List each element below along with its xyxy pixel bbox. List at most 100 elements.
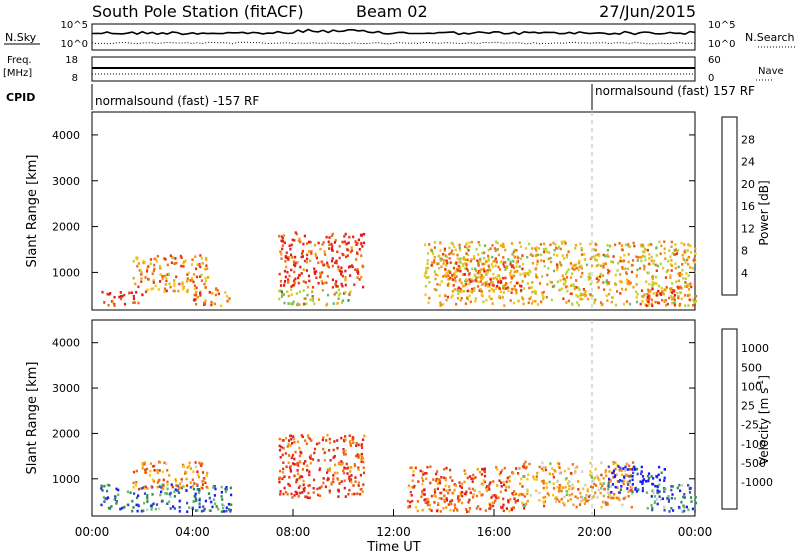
heatmap-cell: [686, 258, 689, 262]
heatmap-cell: [186, 290, 189, 293]
nave-label: Nave: [758, 66, 784, 77]
heatmap-cell: [223, 510, 226, 513]
heatmap-cell: [279, 284, 283, 287]
heatmap-cell: [567, 268, 570, 271]
heatmap-cell: [624, 465, 627, 469]
heatmap-cell: [343, 453, 346, 456]
heatmap-cell: [607, 491, 610, 494]
heatmap-cell: [640, 472, 643, 476]
heatmap-cell: [503, 265, 506, 268]
heatmap-cell: [464, 267, 467, 270]
heatmap-cell: [356, 268, 359, 271]
heatmap-cell: [522, 493, 525, 497]
heatmap-cell: [542, 486, 545, 490]
heatmap-cell: [559, 279, 562, 282]
heatmap-cell: [566, 285, 569, 288]
heatmap-cell: [293, 463, 296, 466]
heatmap-cell: [203, 507, 206, 511]
heatmap-cell: [343, 292, 346, 295]
heatmap-cell: [294, 255, 297, 259]
heatmap-cell: [355, 258, 358, 261]
heatmap-cell: [135, 469, 138, 473]
heatmap-cell: [581, 297, 584, 301]
heatmap-cell: [279, 289, 282, 293]
heatmap-cell: [298, 491, 301, 495]
heatmap-cell: [627, 260, 630, 264]
heatmap-cell: [502, 286, 505, 290]
heatmap-cell: [648, 242, 652, 246]
heatmap-cell: [349, 250, 352, 254]
heatmap-cell: [303, 489, 306, 493]
heatmap-cell: [329, 459, 332, 462]
heatmap-cell: [197, 491, 200, 495]
heatmap-cell: [446, 283, 449, 286]
heatmap-cell: [304, 297, 307, 300]
heatmap-cell: [590, 475, 593, 478]
heatmap-cell: [515, 281, 518, 285]
heatmap-cell: [307, 240, 311, 244]
heatmap-cell: [496, 484, 499, 487]
heatmap-cell: [524, 460, 527, 464]
heatmap-cell: [157, 288, 160, 291]
heatmap-cell: [169, 507, 172, 510]
heatmap-cell: [479, 257, 482, 261]
heatmap-cell: [449, 468, 452, 472]
heatmap-cell: [622, 467, 625, 470]
heatmap-cell: [444, 254, 447, 257]
heatmap-cell: [657, 293, 660, 297]
heatmap-cell: [632, 241, 635, 245]
heatmap-cell: [428, 503, 431, 507]
heatmap-cell: [678, 304, 681, 307]
heatmap-cell: [558, 245, 561, 249]
heatmap-cell: [226, 299, 229, 303]
heatmap-cell: [451, 278, 454, 281]
colorbar-tick-label: 4: [741, 267, 748, 280]
heatmap-cell: [443, 498, 446, 502]
heatmap-cell: [338, 256, 341, 260]
heatmap-cell: [658, 490, 661, 493]
heatmap-cell: [454, 270, 457, 273]
heatmap-cell: [193, 482, 196, 485]
heatmap-cell: [184, 472, 187, 475]
heatmap-cell: [507, 500, 510, 504]
heatmap-cell: [610, 491, 613, 494]
heatmap-cell: [677, 296, 680, 300]
freq-tick-bottom: 8: [72, 73, 78, 84]
heatmap-cell: [278, 297, 281, 301]
heatmap-cell: [542, 465, 545, 469]
heatmap-cell: [671, 301, 674, 305]
heatmap-cell: [459, 278, 462, 281]
heatmap-cell: [517, 299, 520, 303]
heatmap-cell: [301, 249, 304, 253]
heatmap-cell: [341, 284, 344, 288]
heatmap-cell: [684, 281, 687, 284]
heatmap-cell: [173, 507, 176, 510]
heatmap-cell: [137, 301, 140, 305]
heatmap-cell: [281, 477, 284, 481]
heatmap-cell: [202, 509, 205, 512]
heatmap-cell: [200, 257, 203, 260]
heatmap-cell: [577, 268, 580, 272]
heatmap-cell: [340, 436, 343, 440]
heatmap-cell: [476, 259, 479, 262]
heatmap-cell: [205, 258, 208, 261]
cpid-segment-2: normalsound (fast) 157 RF: [595, 84, 755, 98]
heatmap-cell: [575, 505, 578, 509]
heatmap-cell: [505, 480, 508, 484]
heatmap-cell: [623, 468, 626, 472]
heatmap-cell: [296, 469, 299, 472]
heatmap-cell: [517, 472, 520, 475]
heatmap-cell: [319, 271, 322, 275]
heatmap-cell: [463, 480, 466, 484]
heatmap-cell: [458, 267, 461, 271]
heatmap-cell: [501, 245, 504, 248]
heatmap-cell: [562, 501, 565, 505]
heatmap-cell: [484, 281, 487, 285]
heatmap-cell: [416, 500, 419, 503]
heatmap-cell: [477, 505, 480, 508]
heatmap-cell: [328, 247, 331, 250]
heatmap-cell: [334, 261, 337, 264]
heatmap-cell: [529, 494, 532, 497]
heatmap-cell: [592, 248, 596, 251]
heatmap-cell: [178, 282, 181, 286]
